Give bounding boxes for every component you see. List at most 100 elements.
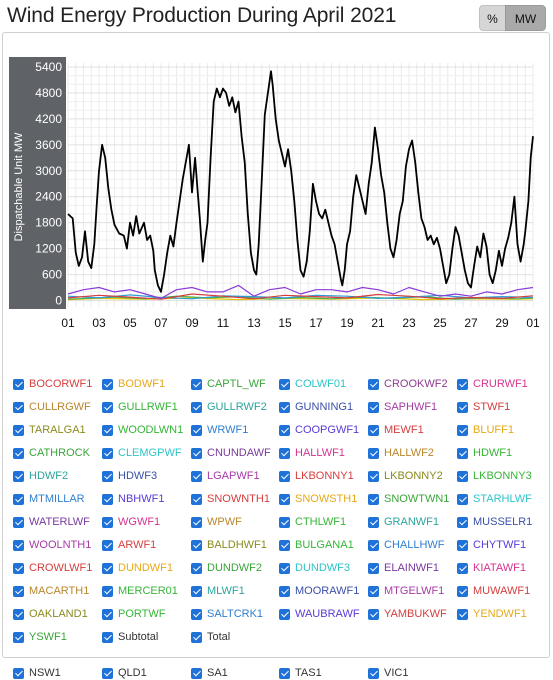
legend-checkbox[interactable]: [102, 608, 113, 620]
legend-item[interactable]: STARHLWF: [457, 492, 532, 506]
legend-item[interactable]: YSWF1: [13, 630, 67, 644]
legend-item[interactable]: OAKLAND1: [13, 607, 88, 621]
legend-item[interactable]: CATHROCK: [13, 446, 90, 460]
legend-item[interactable]: MUSSELR1: [457, 515, 532, 529]
legend-item[interactable]: GULLRWF1: [102, 400, 178, 414]
legend-item[interactable]: WOOLNTH1: [13, 538, 91, 552]
legend-checkbox[interactable]: [279, 493, 290, 505]
legend-checkbox[interactable]: [13, 562, 24, 574]
legend-checkbox[interactable]: [279, 585, 290, 597]
legend-checkbox[interactable]: [102, 447, 113, 459]
legend-item[interactable]: TAS1: [279, 666, 322, 680]
legend-checkbox[interactable]: [279, 516, 290, 528]
legend-item[interactable]: CLEMGPWF: [102, 446, 182, 460]
legend-checkbox[interactable]: [279, 539, 290, 551]
legend-item[interactable]: SA1: [191, 666, 228, 680]
legend-item[interactable]: VIC1: [368, 666, 408, 680]
legend-checkbox[interactable]: [457, 424, 468, 436]
legend-checkbox[interactable]: [102, 631, 113, 643]
legend-checkbox[interactable]: [191, 539, 202, 551]
legend-checkbox[interactable]: [368, 424, 379, 436]
legend-checkbox[interactable]: [191, 424, 202, 436]
legend-item[interactable]: WATERLWF: [13, 515, 90, 529]
legend-checkbox[interactable]: [457, 516, 468, 528]
legend-item[interactable]: CHYTWF1: [457, 538, 526, 552]
legend-checkbox[interactable]: [102, 424, 113, 436]
legend-checkbox[interactable]: [457, 447, 468, 459]
legend-item[interactable]: SALTCRK1: [191, 607, 263, 621]
legend-checkbox[interactable]: [368, 667, 379, 679]
legend-item[interactable]: BULGANA1: [279, 538, 354, 552]
legend-checkbox[interactable]: [457, 470, 468, 482]
legend-item[interactable]: DUNDWF3: [279, 561, 350, 575]
legend-item[interactable]: WPWF: [191, 515, 242, 529]
legend-checkbox[interactable]: [102, 493, 113, 505]
legend-item[interactable]: HDWF2: [13, 469, 68, 483]
mw-toggle-button[interactable]: MW: [505, 5, 546, 31]
legend-item[interactable]: HALLWF1: [279, 446, 345, 460]
legend-item[interactable]: HDWF1: [457, 446, 512, 460]
legend-checkbox[interactable]: [368, 585, 379, 597]
legend-item[interactable]: CNUNDAWF: [191, 446, 271, 460]
legend-checkbox[interactable]: [13, 447, 24, 459]
legend-item[interactable]: LKBONNY2: [368, 469, 443, 483]
legend-item[interactable]: KIATAWF1: [457, 561, 526, 575]
legend-item[interactable]: ARWF1: [102, 538, 156, 552]
legend-checkbox[interactable]: [102, 516, 113, 528]
legend-checkbox[interactable]: [191, 562, 202, 574]
legend-item[interactable]: GRANWF1: [368, 515, 439, 529]
legend-checkbox[interactable]: [368, 378, 379, 390]
legend-item[interactable]: BLUFF1: [457, 423, 514, 437]
legend-item[interactable]: WAUBRAWF: [279, 607, 360, 621]
legend-checkbox[interactable]: [191, 667, 202, 679]
legend-item[interactable]: HALLWF2: [368, 446, 434, 460]
legend-checkbox[interactable]: [279, 470, 290, 482]
legend-item[interactable]: WGWF1: [102, 515, 160, 529]
legend-checkbox[interactable]: [457, 585, 468, 597]
legend-item[interactable]: CULLRGWF: [13, 400, 91, 414]
legend-item[interactable]: MEWF1: [368, 423, 424, 437]
legend-item[interactable]: SNOWSTH1: [279, 492, 357, 506]
legend-item[interactable]: MTMILLAR: [13, 492, 85, 506]
legend-item[interactable]: GUNNING1: [279, 400, 353, 414]
legend-checkbox[interactable]: [191, 631, 202, 643]
legend-item[interactable]: TARALGA1: [13, 423, 86, 437]
legend-checkbox[interactable]: [191, 516, 202, 528]
legend-item[interactable]: MACARTH1: [13, 584, 89, 598]
legend-item[interactable]: CTHLWF1: [279, 515, 346, 529]
legend-item[interactable]: MLWF1: [191, 584, 245, 598]
legend-item[interactable]: QLD1: [102, 666, 147, 680]
legend-item[interactable]: MERCER01: [102, 584, 178, 598]
legend-item[interactable]: GULLRWF2: [191, 400, 267, 414]
legend-item[interactable]: HDWF3: [102, 469, 157, 483]
legend-item[interactable]: SNOWNTH1: [191, 492, 270, 506]
legend-checkbox[interactable]: [457, 378, 468, 390]
legend-item[interactable]: BALDHWF1: [191, 538, 267, 552]
legend-checkbox[interactable]: [368, 516, 379, 528]
legend-item[interactable]: CHALLHWF: [368, 538, 445, 552]
legend-item[interactable]: WOODLWN1: [102, 423, 183, 437]
legend-checkbox[interactable]: [102, 378, 113, 390]
legend-checkbox[interactable]: [368, 539, 379, 551]
legend-checkbox[interactable]: [102, 562, 113, 574]
legend-checkbox[interactable]: [279, 424, 290, 436]
legend-item[interactable]: CRURWF1: [457, 377, 528, 391]
legend-checkbox[interactable]: [13, 585, 24, 597]
legend-item[interactable]: NBHWF1: [102, 492, 164, 506]
legend-item[interactable]: LKBONNY1: [279, 469, 354, 483]
legend-item[interactable]: ELAINWF1: [368, 561, 439, 575]
legend-checkbox[interactable]: [102, 470, 113, 482]
legend-item[interactable]: PORTWF: [102, 607, 165, 621]
legend-item[interactable]: LKBONNY3: [457, 469, 532, 483]
legend-checkbox[interactable]: [279, 562, 290, 574]
legend-item[interactable]: MTGELWF1: [368, 584, 444, 598]
legend-item[interactable]: MUWAWF1: [457, 584, 530, 598]
legend-item[interactable]: DUNDWF2: [191, 561, 262, 575]
legend-checkbox[interactable]: [279, 447, 290, 459]
legend-item[interactable]: CAPTL_WF: [191, 377, 266, 391]
legend-item[interactable]: COOPGWF1: [279, 423, 359, 437]
legend-checkbox[interactable]: [368, 447, 379, 459]
legend-checkbox[interactable]: [368, 493, 379, 505]
legend-checkbox[interactable]: [191, 493, 202, 505]
legend-checkbox[interactable]: [191, 608, 202, 620]
